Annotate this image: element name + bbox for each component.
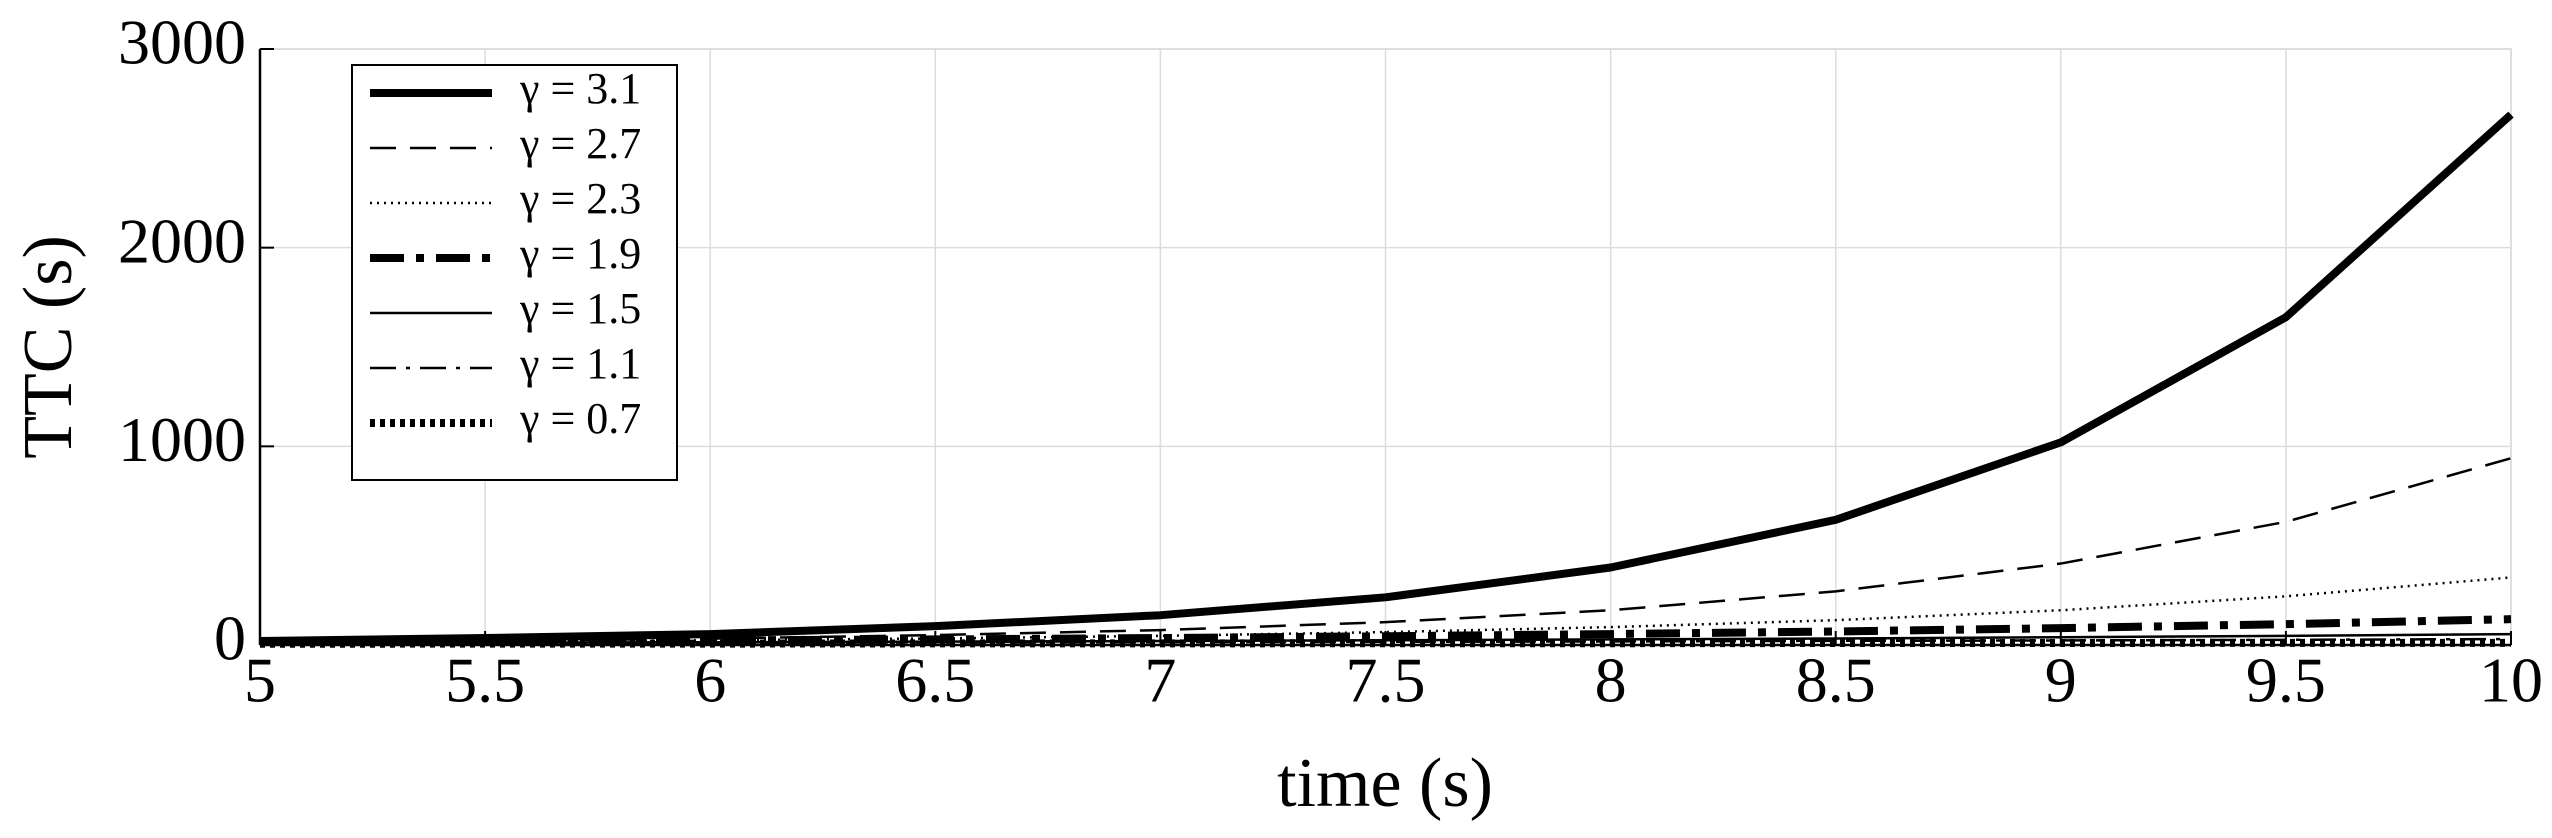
y-tick-label: 2000 — [118, 205, 246, 276]
legend-label: γ = 2.3 — [519, 174, 641, 223]
x-tick-label: 6.5 — [895, 645, 975, 716]
y-tick-label: 3000 — [118, 7, 246, 78]
series-line — [259, 576, 2512, 644]
legend-label: γ = 3.1 — [519, 64, 641, 113]
y-tick-label: 0 — [214, 603, 246, 674]
legend-label: γ = 1.1 — [519, 339, 641, 388]
x-tick-label: 7.5 — [1346, 645, 1426, 716]
x-tick-label: 7 — [1144, 645, 1176, 716]
series-line — [259, 637, 2512, 645]
x-tick-label: 8 — [1595, 645, 1627, 716]
legend-label: γ = 1.9 — [519, 229, 641, 278]
legend-label: γ = 0.7 — [519, 394, 641, 443]
legend-box — [351, 64, 678, 481]
series-line — [259, 615, 2512, 647]
x-tick-label: 5.5 — [445, 645, 525, 716]
legend: γ = 3.1 γ = 2.7 γ = 2.3 γ = 1.9 γ = 1.5 γ = 1… — [351, 64, 678, 481]
x-tick-label: 8.5 — [1796, 645, 1876, 716]
y-tick-label: 1000 — [118, 404, 246, 475]
series-line — [259, 457, 2512, 644]
legend-label: γ = 1.5 — [519, 284, 641, 333]
x-tick-label: 9 — [2045, 645, 2077, 716]
y-axis-label: TTC (s) — [10, 235, 87, 459]
x-axis-label: time (s) — [1277, 745, 1493, 822]
x-tick-label: 6 — [694, 645, 726, 716]
x-tick-label: 5 — [244, 645, 276, 716]
legend-label: γ = 2.7 — [519, 119, 641, 168]
x-tick-label: 10 — [2479, 645, 2543, 716]
series-line — [259, 111, 2514, 646]
x-tick-label: 9.5 — [2246, 645, 2326, 716]
